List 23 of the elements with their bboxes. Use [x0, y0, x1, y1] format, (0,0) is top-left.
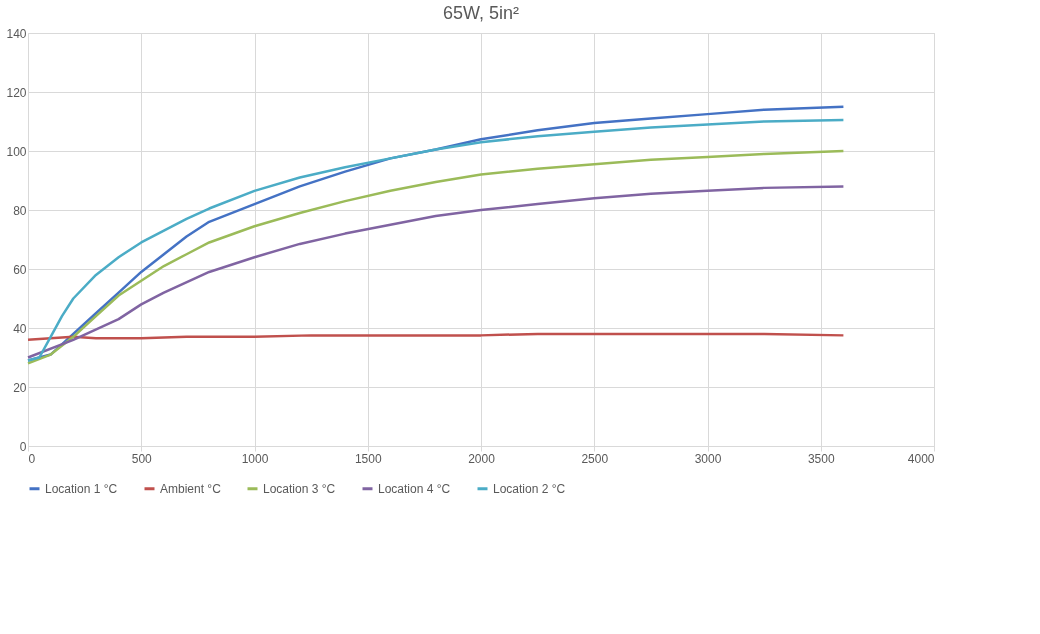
legend-label: Location 2 °C [493, 481, 566, 496]
legend-label: Location 3 °C [263, 481, 336, 496]
x-tick-label: 2000 [468, 451, 496, 466]
y-tick-label: 120 [6, 85, 27, 100]
y-tick-label: 100 [6, 144, 27, 159]
y-tick-label: 20 [13, 380, 27, 395]
x-tick-label: 1500 [354, 451, 382, 466]
legend-label: Location 1 °C [45, 481, 118, 496]
x-tick-label: 500 [131, 451, 153, 466]
y-tick-label: 80 [13, 203, 27, 218]
x-tick-label: 2500 [581, 451, 609, 466]
x-tick-label: 3500 [807, 451, 835, 466]
chart-title: 65W, 5in² [442, 3, 520, 23]
x-tick-label: 4000 [907, 451, 935, 466]
line-series [26, 185, 845, 359]
x-tick-label: 3000 [694, 451, 722, 466]
y-tick-label: 40 [13, 321, 27, 336]
y-tick-label: 0 [19, 439, 27, 454]
y-tick-label: 60 [13, 262, 27, 277]
y-tick-label: 140 [6, 26, 27, 41]
x-tick-label: 1000 [241, 451, 269, 466]
legend-label: Location 4 °C [378, 481, 451, 496]
legend-label: Ambient °C [160, 481, 222, 496]
